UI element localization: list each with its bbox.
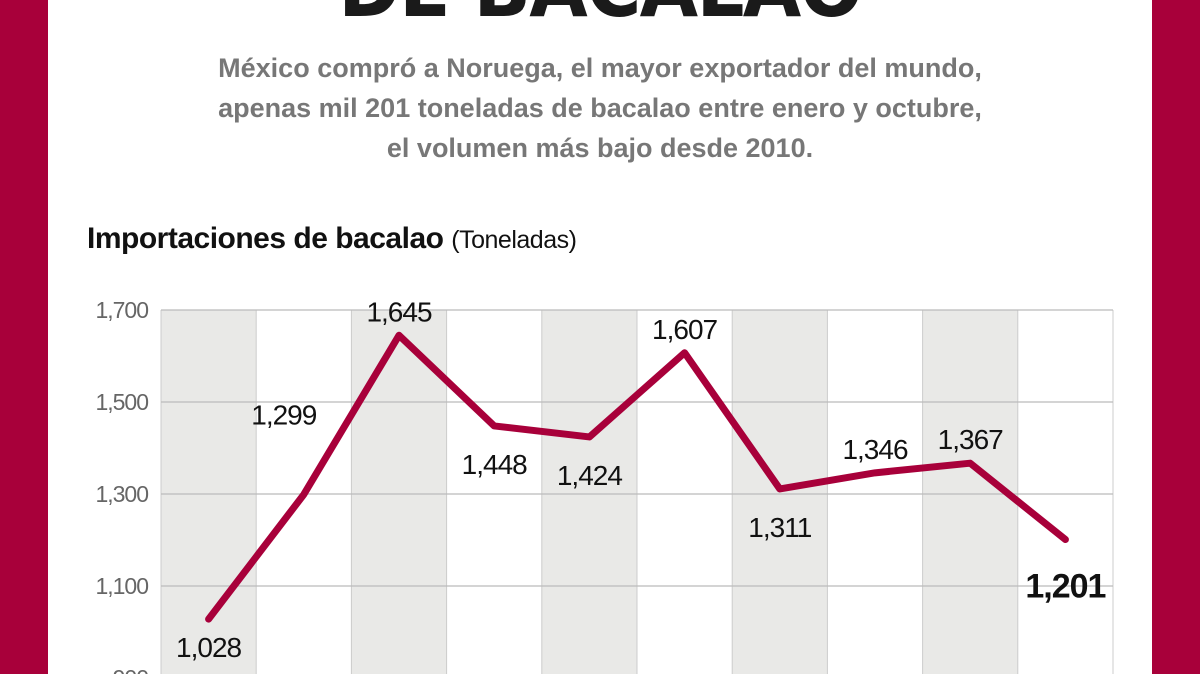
y-tick-label: 1,700 bbox=[95, 297, 148, 323]
data-label: 1,645 bbox=[366, 296, 431, 327]
subtitle-line: apenas mil 201 toneladas de bacalao entr… bbox=[218, 93, 982, 123]
data-label: 1,028 bbox=[176, 632, 241, 663]
subtitle-line: México compró a Noruega, el mayor export… bbox=[218, 53, 982, 83]
column-shade bbox=[541, 310, 637, 674]
data-label: 1,607 bbox=[652, 314, 717, 345]
chart-title: Importaciones de bacalao (Toneladas) bbox=[87, 222, 577, 256]
y-tick-label: 900 bbox=[113, 665, 149, 674]
data-line bbox=[205, 331, 1069, 623]
subtitle-line: el volumen más bajo desde 2010. bbox=[386, 133, 814, 163]
chart-title-text: Importaciones de bacalao bbox=[87, 222, 444, 255]
column-shade bbox=[161, 310, 257, 674]
data-label: 1,424 bbox=[557, 460, 622, 491]
data-label: 1,367 bbox=[938, 424, 1003, 455]
data-label: 1,448 bbox=[462, 449, 527, 480]
data-label: 1,311 bbox=[748, 512, 811, 543]
y-tick-label: 1,500 bbox=[95, 389, 148, 415]
column-shade bbox=[351, 310, 447, 674]
data-label: 1,346 bbox=[842, 434, 907, 465]
subtitle: México compró a Noruega, el mayor export… bbox=[48, 48, 1152, 168]
y-tick-label: 1,300 bbox=[95, 481, 148, 507]
data-label: 1,201 bbox=[1025, 568, 1105, 606]
chart-unit: (Toneladas) bbox=[451, 226, 577, 254]
y-tick-label: 1,100 bbox=[95, 573, 148, 599]
data-label: 1,299 bbox=[251, 399, 316, 430]
headline: DE BACALAO bbox=[103, 0, 1097, 36]
